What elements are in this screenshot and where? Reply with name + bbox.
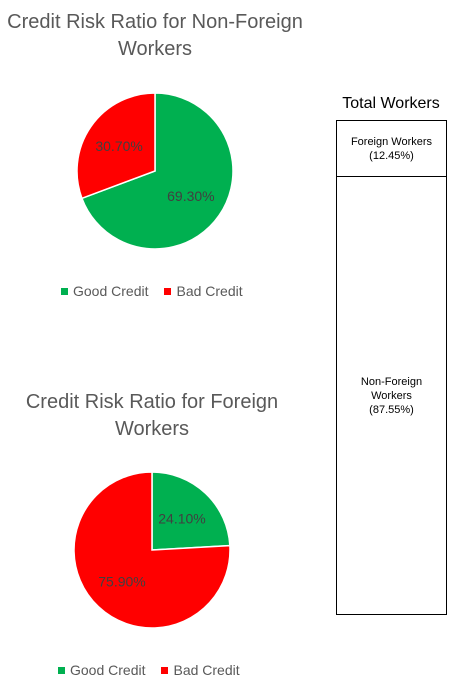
legend-swatch-good [58, 666, 65, 674]
bar-label-foreign-workers: Foreign Workers (12.45%) [350, 135, 433, 162]
legend-swatch-bad [161, 666, 169, 674]
legend-label-good: Good Credit [70, 662, 146, 678]
pie-slice-good-credit [151, 471, 231, 551]
bar-segment-foreign-workers: Foreign Workers (12.45%) [336, 120, 447, 177]
pie-slice-good-credit [80, 92, 234, 250]
pie-data-label: 75.90% [98, 574, 145, 590]
bar-segment-non-foreign-workers: Non-Foreign Workers (87.55%) [336, 176, 447, 615]
legend-entry-bad-credit: Bad Credit [164, 283, 243, 299]
chart-title-non-foreign: Credit Risk Ratio for Non-Foreign Worker… [7, 11, 303, 60]
legend-label-bad: Bad Credit [176, 283, 243, 299]
legend-entry-bad-credit: Bad Credit [161, 662, 240, 678]
pie-slice-bad-credit [76, 92, 156, 200]
legend-non-foreign: Good Credit Bad Credit [61, 283, 243, 299]
pie-data-label: 30.70% [95, 138, 142, 154]
bar-label-non-foreign-workers: Non-Foreign Workers (87.55%) [360, 375, 423, 416]
legend-label-bad: Bad Credit [173, 662, 240, 678]
legend-swatch-good [61, 287, 68, 295]
legend-swatch-bad [164, 287, 172, 295]
chart-title-total-workers: Total Workers [342, 95, 440, 112]
pie-data-label: 69.30% [167, 188, 214, 204]
pie-slice-bad-credit [73, 471, 231, 629]
legend-label-good: Good Credit [73, 283, 149, 299]
legend-entry-good-credit: Good Credit [58, 662, 145, 678]
pie-data-label: 24.10% [158, 510, 205, 526]
chart-title-foreign: Credit Risk Ratio for Foreign Workers [25, 391, 279, 440]
legend-entry-good-credit: Good Credit [61, 283, 148, 299]
legend-foreign: Good Credit Bad Credit [58, 662, 240, 678]
